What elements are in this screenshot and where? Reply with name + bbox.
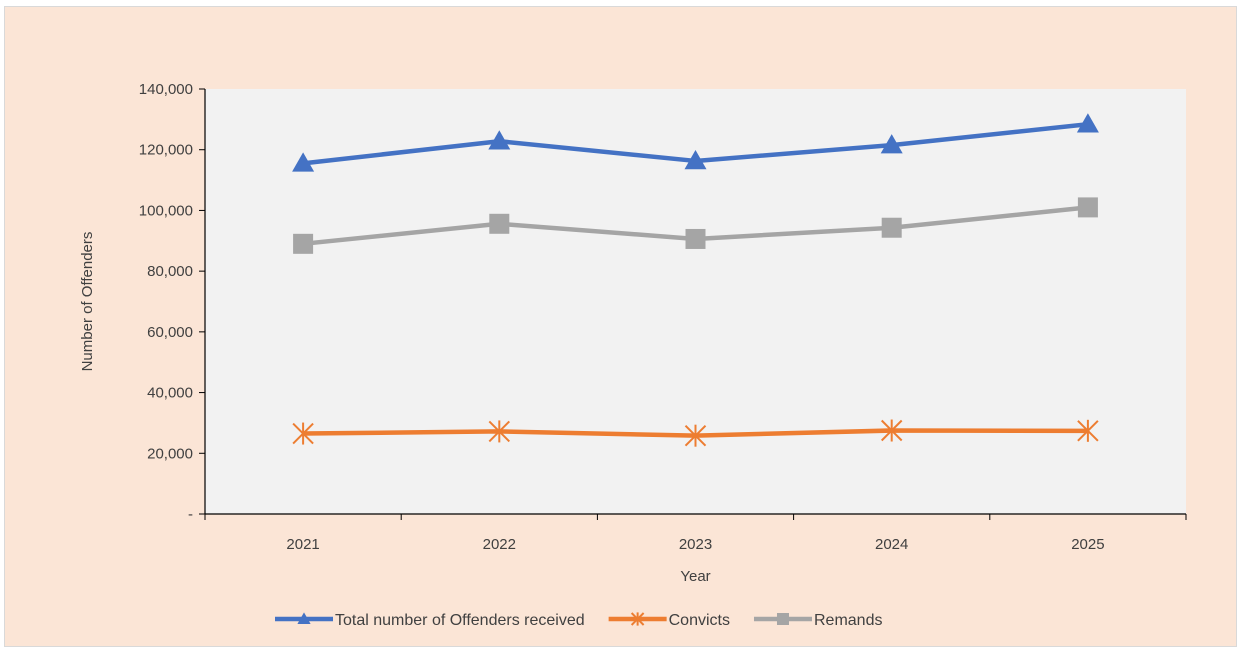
data-point-square [1077, 197, 1098, 218]
y-tick-label: 140,000 [139, 81, 193, 98]
series-3 [293, 197, 1098, 254]
data-point-triangle [297, 612, 311, 624]
y-tick-label: 60,000 [147, 324, 193, 341]
data-point-star [880, 419, 903, 442]
series-1 [292, 113, 1099, 172]
data-point-triangle [1076, 113, 1099, 133]
y-tick-label: 100,000 [139, 202, 193, 219]
data-point-star [1077, 419, 1099, 442]
x-axis-title: Year [680, 568, 710, 585]
y-tick-label: 80,000 [147, 263, 193, 280]
line-chart: - 20,000 40,000 60,000 80,000 100,000 120,000 1… [79, 81, 1187, 629]
legend-label: Total number of Offenders received [335, 612, 585, 629]
y-tick-label: - [188, 506, 193, 523]
x-tick-label: 2022 [483, 536, 516, 553]
legend: Total number of Offenders received Convic… [275, 612, 882, 629]
data-point-square [776, 613, 789, 625]
data-point-star [684, 424, 707, 447]
chart-area: - 20,000 40,000 60,000 80,000 100,000 120,000 1… [4, 6, 1237, 647]
legend-item: Total number of Offenders received [275, 612, 585, 629]
x-tick-label: 2021 [286, 536, 319, 553]
data-point-square [685, 228, 706, 249]
legend-item: Remands [753, 612, 882, 629]
series-2 [292, 419, 1099, 447]
data-point-triangle [684, 149, 707, 170]
data-point-square [881, 217, 902, 238]
data-point-triangle [292, 152, 315, 172]
data-point-square [489, 213, 510, 234]
data-point-triangle [880, 134, 903, 154]
legend-label: Remands [814, 612, 882, 629]
data-point-star [630, 612, 645, 626]
y-tick-label: 40,000 [147, 385, 193, 402]
legend-label: Convicts [669, 612, 730, 629]
x-tick-label: 2024 [875, 536, 908, 553]
y-tick-label: 120,000 [139, 142, 193, 159]
y-tick-label: 20,000 [147, 445, 193, 462]
data-point-star [488, 420, 511, 443]
data-point-square [293, 233, 314, 254]
x-tick-label: 2025 [1071, 536, 1104, 553]
data-point-triangle [488, 130, 511, 150]
x-tick-label: 2023 [679, 536, 712, 553]
data-point-star [292, 422, 314, 445]
legend-item: Convicts [608, 612, 730, 629]
y-axis-title: Number of Offenders [79, 232, 96, 372]
